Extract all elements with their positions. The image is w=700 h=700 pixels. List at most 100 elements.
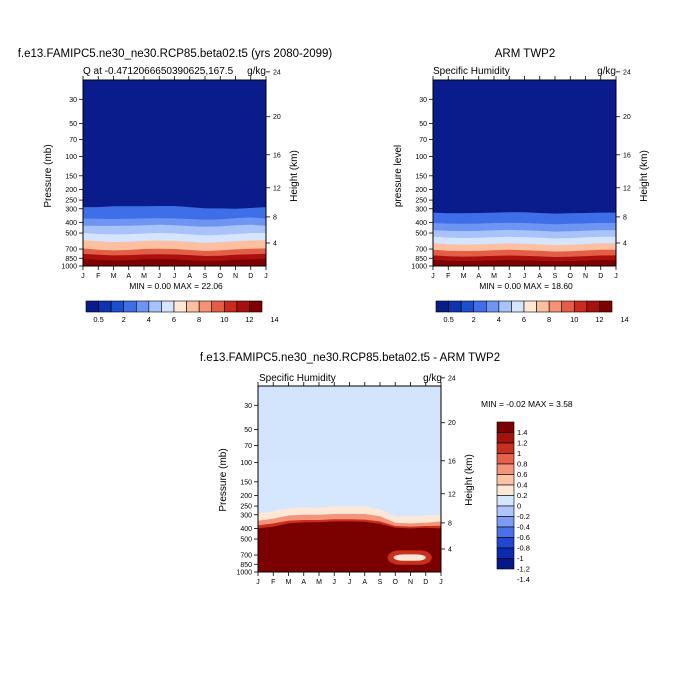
y2-tick-label: 12 xyxy=(623,185,631,192)
colorbar-cell xyxy=(473,300,487,313)
colorbar-label: 2 xyxy=(472,315,476,324)
colorbar-cell xyxy=(485,300,500,313)
y-tick-label: 150 xyxy=(65,173,77,180)
y2-tick-label: 8 xyxy=(623,214,627,221)
colorbar-cell xyxy=(249,300,263,313)
y2-tick-label: 20 xyxy=(273,114,281,121)
colorbar-label: 0.6 xyxy=(517,470,527,479)
x-tick-label: A xyxy=(301,579,306,586)
colorbar-cell xyxy=(135,300,150,313)
colorbar-cell xyxy=(496,526,515,538)
colorbar-cell xyxy=(460,300,475,313)
colorbar-cell xyxy=(123,300,137,313)
colorbar-cell xyxy=(85,300,99,313)
colorbar-cell xyxy=(496,516,515,528)
colorbar-label: 12 xyxy=(245,315,253,324)
colorbar-cell xyxy=(586,300,600,313)
x-tick-label: M xyxy=(286,579,292,586)
x-tick-label: S xyxy=(553,273,558,280)
colorbar-cell xyxy=(496,453,515,465)
y-tick-label: 700 xyxy=(240,553,252,560)
colorbar-label: 1 xyxy=(517,449,521,458)
y2-tick-label: 4 xyxy=(623,240,627,247)
x-tick-label: J xyxy=(508,273,512,280)
colorbar-cell xyxy=(561,300,575,313)
colorbar-cell xyxy=(536,300,550,313)
variable-label: Q at -0.4712066650390625,167.5 xyxy=(83,66,234,77)
colorbar-cell xyxy=(173,300,187,313)
y2-tick-label: 24 xyxy=(273,69,281,76)
x-tick-label: J xyxy=(333,579,337,586)
y-tick-label: 500 xyxy=(65,231,77,238)
colorbar-label: -1 xyxy=(517,554,524,563)
y2-tick-label: 16 xyxy=(448,458,456,465)
colorbar-cell xyxy=(523,300,537,313)
y-tick-label: 50 xyxy=(419,121,427,128)
y2-tick-label: 20 xyxy=(448,420,456,427)
colorbar-label: 1.4 xyxy=(517,428,527,437)
y2-tick-label: 4 xyxy=(448,546,452,553)
y-tick-label: 70 xyxy=(244,443,252,450)
y-tick-label: 300 xyxy=(240,512,252,519)
x-tick-label: S xyxy=(203,273,208,280)
colorbar: 1.4 1.21 0.80.6 0.40.2 0-0.2 -0.4-0.6 -0.8-1 -1… xyxy=(496,421,530,584)
y2-tick-label: 12 xyxy=(448,491,456,498)
y2-tick-label: 16 xyxy=(273,152,281,159)
y2-tick-label: 24 xyxy=(623,69,631,76)
y2-tick-label: 12 xyxy=(273,185,281,192)
colorbar-label: 4 xyxy=(147,315,151,324)
colorbar-cell xyxy=(448,300,462,313)
colorbar-cell xyxy=(573,300,588,313)
contour-fill xyxy=(83,80,266,266)
colorbar-cell xyxy=(496,537,515,549)
y-tick-label: 50 xyxy=(244,427,252,434)
colorbar-cell xyxy=(496,463,515,475)
y-tick-label: 30 xyxy=(69,97,77,104)
x-tick-label: A xyxy=(537,273,542,280)
variable-label: Specific Humidity xyxy=(259,373,336,384)
x-tick-label: O xyxy=(393,579,399,586)
panel-title: f.e13.FAMIPC5.ne30_ne30.RCP85.beta02.t5 … xyxy=(18,48,333,60)
y2-tick-label: 8 xyxy=(448,520,452,527)
colorbar-label: -0.8 xyxy=(517,544,530,553)
x-tick-label: M xyxy=(141,273,147,280)
contour-band-14 xyxy=(83,258,266,266)
x-tick-label: J xyxy=(158,273,162,280)
colorbar-label: 14 xyxy=(620,315,628,324)
colorbar-cell xyxy=(496,495,515,507)
colorbar-label: -0.4 xyxy=(517,523,530,532)
difference-panel: f.e13.FAMIPC5.ne30_ne30.RCP85.beta02.t5 … xyxy=(200,352,573,586)
y2-axis-label: Height (km) xyxy=(289,150,300,202)
y-tick-label: 1000 xyxy=(236,570,252,577)
model-panel: f.e13.FAMIPC5.ne30_ne30.RCP85.beta02.t5 … xyxy=(18,48,333,324)
y2-tick-label: 16 xyxy=(623,152,631,159)
y-tick-label: 850 xyxy=(415,256,427,263)
y2-tick-label: 20 xyxy=(623,114,631,121)
units-label: g/kg xyxy=(423,373,442,384)
y-tick-label: 70 xyxy=(419,137,427,144)
colorbar-cell xyxy=(435,300,449,313)
colorbar-cell xyxy=(599,300,613,313)
y2-tick-label: 24 xyxy=(448,375,456,382)
y-axis-label: Pressure (mb) xyxy=(43,144,54,207)
y-tick-label: 250 xyxy=(240,504,252,511)
x-tick-label: J xyxy=(439,579,443,586)
observation-panel: ARM TWP2 Specific Humidity g/kg pressure… xyxy=(393,48,650,324)
x-tick-label: J xyxy=(431,273,435,280)
x-tick-label: D xyxy=(423,579,428,586)
x-tick-label: F xyxy=(271,579,275,586)
x-tick-label: S xyxy=(378,579,383,586)
colorbar-cell xyxy=(198,300,213,313)
colorbar: 0.5 2 4 6 8 10 12 14 xyxy=(85,300,279,324)
colorbar-label: 8 xyxy=(547,315,551,324)
y-tick-label: 150 xyxy=(240,479,252,486)
y-tick-label: 700 xyxy=(415,247,427,254)
y-tick-label: 850 xyxy=(240,562,252,569)
y-tick-label: 100 xyxy=(240,460,252,467)
y-tick-label: 400 xyxy=(240,526,252,533)
colorbar-cell xyxy=(148,300,162,313)
y-tick-label: 30 xyxy=(419,97,427,104)
y-tick-label: 400 xyxy=(415,220,427,227)
y-tick-label: 850 xyxy=(65,256,77,263)
y-tick-label: 700 xyxy=(65,247,77,254)
